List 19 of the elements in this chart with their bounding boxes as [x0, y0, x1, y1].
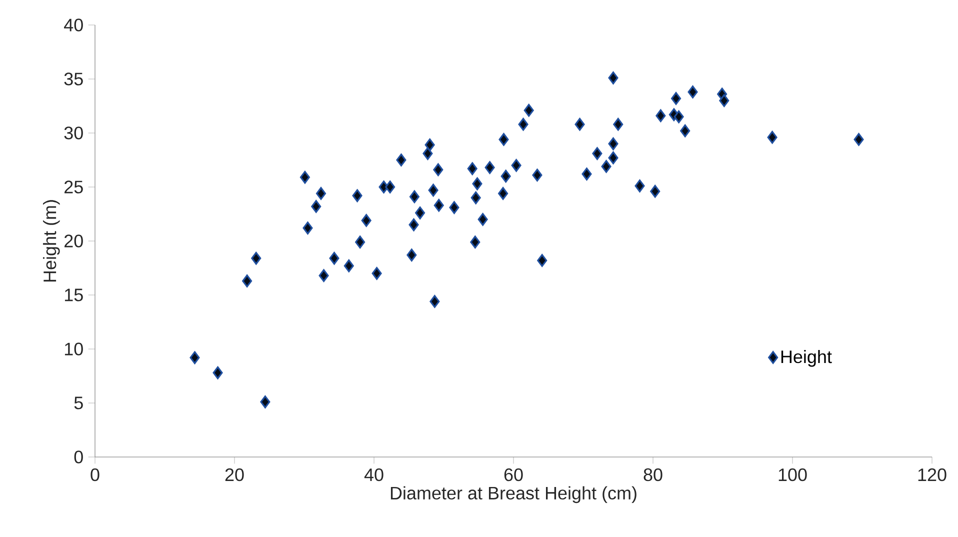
legend-label: Height [781, 350, 832, 367]
x-tick-label: 80 [644, 468, 662, 482]
y-tick-label: 0 [74, 450, 83, 464]
y-axis-title: Height (m) [43, 200, 60, 282]
x-tick-label: 20 [225, 468, 244, 482]
x-tick-label: 100 [778, 468, 807, 482]
x-tick-label: 40 [364, 468, 384, 482]
x-tick-label: 120 [918, 468, 946, 482]
y-tick-label: 30 [64, 126, 83, 140]
x-axis-title: Diameter at Breast Height (cm) [390, 486, 636, 504]
y-tick-label: 35 [64, 72, 83, 86]
y-tick-label: 5 [74, 396, 83, 410]
x-tick-label: 60 [504, 468, 523, 482]
y-tick-label: 40 [64, 18, 83, 32]
y-tick-label: 25 [64, 180, 83, 194]
y-tick-label: 20 [64, 234, 83, 248]
y-tick-label: 10 [64, 342, 83, 356]
y-tick-label: 15 [64, 288, 83, 302]
x-tick-label: 0 [90, 468, 100, 482]
